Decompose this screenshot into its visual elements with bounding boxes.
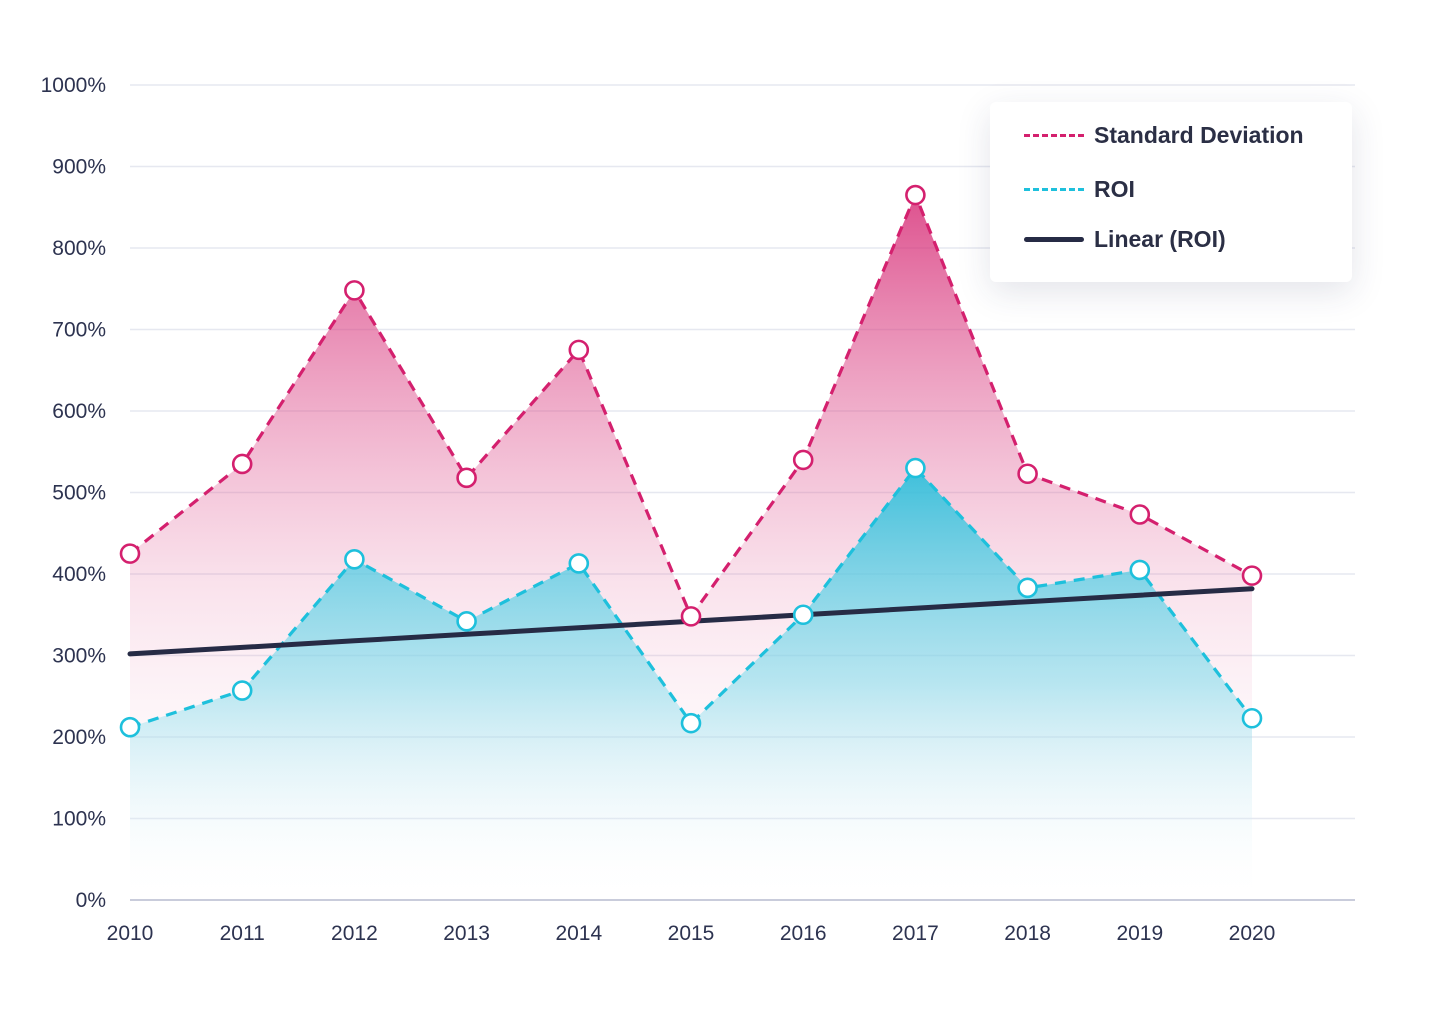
legend-label-roi: ROI (1094, 175, 1135, 202)
x-tick-label: 2013 (443, 922, 490, 945)
roi-point (344, 549, 365, 570)
y-tick-label: 800% (52, 237, 106, 260)
roi-point (792, 604, 814, 626)
x-tick-label: 2011 (220, 922, 265, 945)
x-tick-label: 2020 (1229, 922, 1276, 945)
x-tick-label: 2014 (555, 922, 602, 945)
x-tick-label: 2010 (107, 922, 154, 945)
standard-deviation-point (456, 467, 477, 489)
series-markers (119, 184, 1263, 738)
legend-swatch-linear-roi (1024, 236, 1084, 242)
roi-point (1017, 577, 1038, 599)
roi-point (1129, 559, 1151, 581)
legend-swatch-standard-deviation (1024, 133, 1084, 137)
legend: Standard Deviation ROI Linear (ROI) (990, 102, 1352, 282)
legend-label-linear-roi: Linear (ROI) (1094, 225, 1226, 252)
legend-item-linear-roi[interactable]: Linear (ROI) (1024, 224, 1226, 254)
y-tick-label: 500% (52, 482, 106, 505)
standard-deviation-point (119, 543, 141, 564)
y-tick-label: 400% (52, 563, 106, 586)
x-tick-label: 2015 (668, 922, 715, 945)
y-axis: 0% 100% 200% 300% 400% 500% 600% 700% 800% 900% 10… (41, 74, 106, 912)
legend-swatch-roi (1024, 187, 1084, 191)
roi-point (680, 712, 702, 734)
standard-deviation-point (1129, 504, 1151, 525)
roi-line (129, 466, 1254, 729)
standard-deviation-point (792, 449, 814, 471)
standard-deviation-point (1017, 463, 1038, 485)
x-tick-label: 2012 (331, 922, 378, 945)
y-tick-label: 100% (52, 808, 106, 831)
y-tick-label: 600% (52, 400, 106, 423)
legend-item-standard-deviation[interactable]: Standard Deviation (1024, 120, 1304, 150)
roi-area (130, 468, 1252, 900)
standard-deviation-point (568, 339, 590, 361)
x-tick-label: 2017 (892, 922, 939, 945)
standard-deviation-point (680, 606, 702, 627)
x-tick-label: 2019 (1116, 922, 1163, 945)
x-tick-label: 2018 (1004, 922, 1051, 945)
y-tick-label: 700% (52, 319, 106, 342)
y-tick-label: 900% (52, 156, 106, 179)
roi-point (231, 680, 253, 701)
y-tick-label: 300% (52, 645, 106, 668)
y-tick-label: 1000% (41, 74, 106, 97)
standard-deviation-point (1241, 565, 1263, 586)
legend-item-roi[interactable]: ROI (1024, 174, 1135, 204)
y-tick-label: 0% (76, 889, 106, 912)
roi-point (1241, 707, 1263, 729)
roi-point (456, 610, 477, 632)
roi-point (568, 553, 590, 574)
x-tick-label: 2016 (780, 922, 827, 945)
standard-deviation-point (231, 453, 253, 475)
roi-point (905, 457, 926, 479)
standard-deviation-point (905, 184, 926, 206)
legend-label-standard-deviation: Standard Deviation (1094, 121, 1304, 148)
series-areas (130, 195, 1252, 900)
x-axis: 2010 2011 2012 2013 2014 2015 2016 2017 2018 2019… (107, 922, 1276, 945)
roi-point (119, 716, 141, 738)
y-tick-label: 200% (52, 726, 106, 749)
standard-deviation-point (344, 280, 365, 301)
